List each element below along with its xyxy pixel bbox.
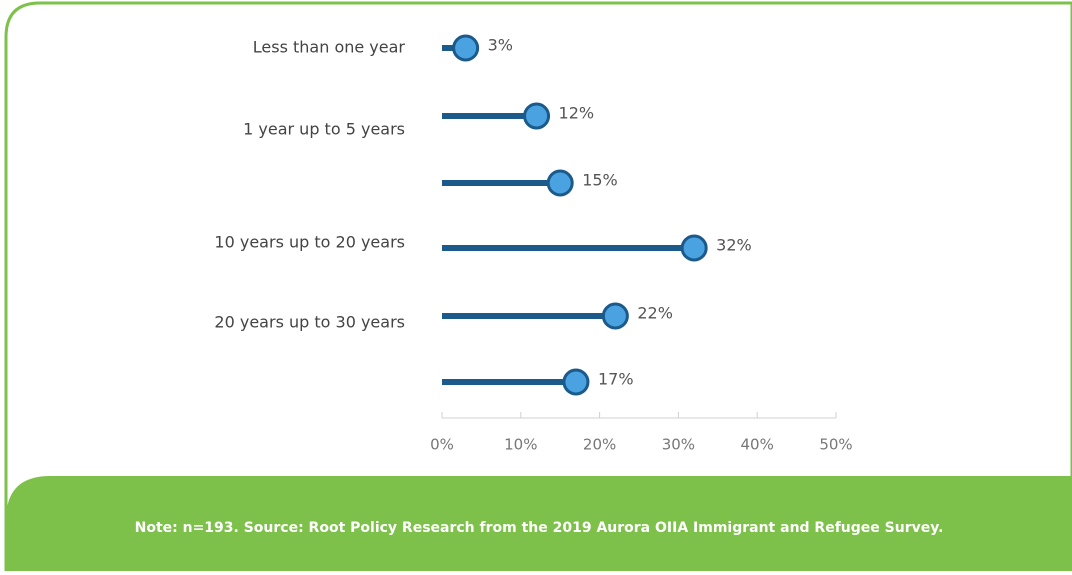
x-tick-label: 30% xyxy=(662,436,695,454)
marker xyxy=(546,169,574,197)
x-tick-label: 0% xyxy=(430,436,454,454)
marker xyxy=(452,34,480,62)
marker xyxy=(680,234,708,262)
x-tick-label: 40% xyxy=(741,436,774,454)
x-tick-label: 20% xyxy=(583,436,616,454)
value-label: 17% xyxy=(598,370,634,389)
marker xyxy=(523,102,551,130)
value-label: 22% xyxy=(637,304,673,323)
category-label: 1 year up to 5 years xyxy=(243,120,405,139)
marker xyxy=(562,368,590,396)
x-tick-label: 50% xyxy=(819,436,852,454)
value-label: 15% xyxy=(582,171,618,190)
value-label: 3% xyxy=(488,36,513,55)
category-label: Less than one year xyxy=(253,38,406,57)
note: Note: n=193. Source: Root Policy Researc… xyxy=(135,520,944,536)
value-label: 12% xyxy=(559,104,595,123)
value-label: 32% xyxy=(716,236,752,255)
category-label: 20 years up to 30 years xyxy=(214,313,405,332)
x-tick-label: 10% xyxy=(504,436,537,454)
footer xyxy=(6,476,1072,571)
marker xyxy=(601,302,629,330)
category-label: 10 years up to 20 years xyxy=(214,233,405,252)
